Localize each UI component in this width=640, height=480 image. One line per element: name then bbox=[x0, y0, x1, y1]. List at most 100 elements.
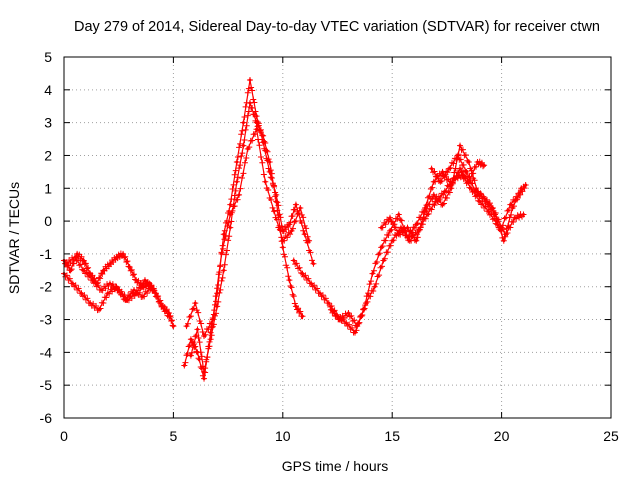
data-point bbox=[281, 239, 285, 243]
series-satellite-track-5 bbox=[187, 99, 306, 376]
y-tick-label: 1 bbox=[44, 180, 52, 196]
data-point bbox=[115, 255, 119, 259]
data-point bbox=[473, 190, 477, 194]
data-point bbox=[274, 199, 278, 203]
data-point bbox=[128, 265, 132, 269]
data-point bbox=[456, 153, 460, 157]
data-point bbox=[171, 324, 175, 328]
y-tick-label: 3 bbox=[44, 115, 52, 131]
data-point bbox=[414, 222, 418, 226]
y-tick-label: 4 bbox=[44, 82, 52, 98]
data-point bbox=[524, 183, 528, 187]
data-point bbox=[263, 180, 267, 184]
series-markers bbox=[183, 126, 313, 339]
data-point bbox=[80, 291, 84, 295]
data-point bbox=[90, 278, 94, 282]
data-point bbox=[64, 262, 68, 266]
data-point bbox=[482, 196, 486, 200]
data-point bbox=[108, 281, 112, 285]
data-point bbox=[521, 213, 525, 217]
y-tick-label: 2 bbox=[44, 147, 52, 163]
data-point bbox=[290, 229, 294, 233]
data-point bbox=[344, 321, 348, 325]
data-point bbox=[294, 203, 298, 207]
series-satellite-track-6 bbox=[183, 126, 313, 339]
data-point bbox=[152, 288, 156, 292]
data-point bbox=[469, 186, 473, 190]
data-point bbox=[397, 232, 401, 236]
data-point bbox=[235, 160, 239, 164]
x-tick-label: 5 bbox=[170, 428, 178, 444]
data-point bbox=[460, 173, 464, 177]
data-point bbox=[185, 324, 189, 328]
data-point bbox=[438, 180, 442, 184]
data-point bbox=[408, 239, 412, 243]
data-point bbox=[379, 245, 383, 249]
data-point bbox=[235, 180, 239, 184]
data-point bbox=[458, 144, 462, 148]
data-point bbox=[425, 213, 429, 217]
data-point bbox=[373, 285, 377, 289]
data-point bbox=[388, 229, 392, 233]
data-point bbox=[69, 268, 73, 272]
data-point bbox=[371, 272, 375, 276]
data-point bbox=[449, 186, 453, 190]
x-axis-label: GPS time / hours bbox=[282, 458, 389, 474]
data-point bbox=[388, 216, 392, 220]
data-point bbox=[379, 226, 383, 230]
series-markers bbox=[327, 171, 527, 330]
data-point bbox=[508, 203, 512, 207]
data-point bbox=[500, 226, 504, 230]
data-point bbox=[364, 301, 368, 305]
x-tick-label: 15 bbox=[384, 428, 400, 444]
data-point bbox=[82, 258, 86, 262]
data-point bbox=[88, 301, 92, 305]
data-point bbox=[99, 288, 103, 292]
data-point bbox=[467, 160, 471, 164]
data-point bbox=[158, 301, 162, 305]
series-satellite-track-3 bbox=[63, 254, 157, 304]
data-point bbox=[211, 318, 215, 322]
data-point bbox=[478, 199, 482, 203]
data-point bbox=[513, 216, 517, 220]
data-point bbox=[215, 304, 219, 308]
data-point bbox=[414, 239, 418, 243]
data-point bbox=[300, 314, 304, 318]
data-point bbox=[447, 167, 451, 171]
data-point bbox=[167, 311, 171, 315]
y-tick-label: -3 bbox=[40, 312, 53, 328]
data-point bbox=[311, 262, 315, 266]
data-point bbox=[108, 262, 112, 266]
data-point bbox=[292, 258, 296, 262]
data-point bbox=[287, 222, 291, 226]
data-point bbox=[82, 268, 86, 272]
y-tick-label: -1 bbox=[40, 246, 53, 262]
data-point bbox=[246, 147, 250, 151]
data-point bbox=[134, 278, 138, 282]
data-point bbox=[202, 377, 206, 381]
x-tick-label: 20 bbox=[494, 428, 510, 444]
data-point bbox=[303, 232, 307, 236]
data-point bbox=[476, 160, 480, 164]
data-point bbox=[338, 318, 342, 322]
y-tick-label: 0 bbox=[44, 213, 52, 229]
series-satellite-track-10 bbox=[428, 152, 529, 231]
data-point bbox=[202, 370, 206, 374]
data-point bbox=[309, 281, 313, 285]
y-axis-label: SDTVAR / TECUs bbox=[6, 182, 22, 294]
data-point bbox=[300, 272, 304, 276]
data-point bbox=[432, 180, 436, 184]
data-point bbox=[307, 239, 311, 243]
data-point bbox=[261, 134, 265, 138]
x-tick-label: 0 bbox=[60, 428, 68, 444]
data-point bbox=[209, 337, 213, 341]
grid bbox=[64, 57, 611, 418]
data-point bbox=[355, 324, 359, 328]
series-satellite-track-8 bbox=[327, 171, 527, 330]
data-point bbox=[482, 163, 486, 167]
data-point bbox=[97, 308, 101, 312]
data-point bbox=[228, 226, 232, 230]
y-tick-label: 5 bbox=[44, 49, 52, 65]
data-point bbox=[132, 288, 136, 292]
